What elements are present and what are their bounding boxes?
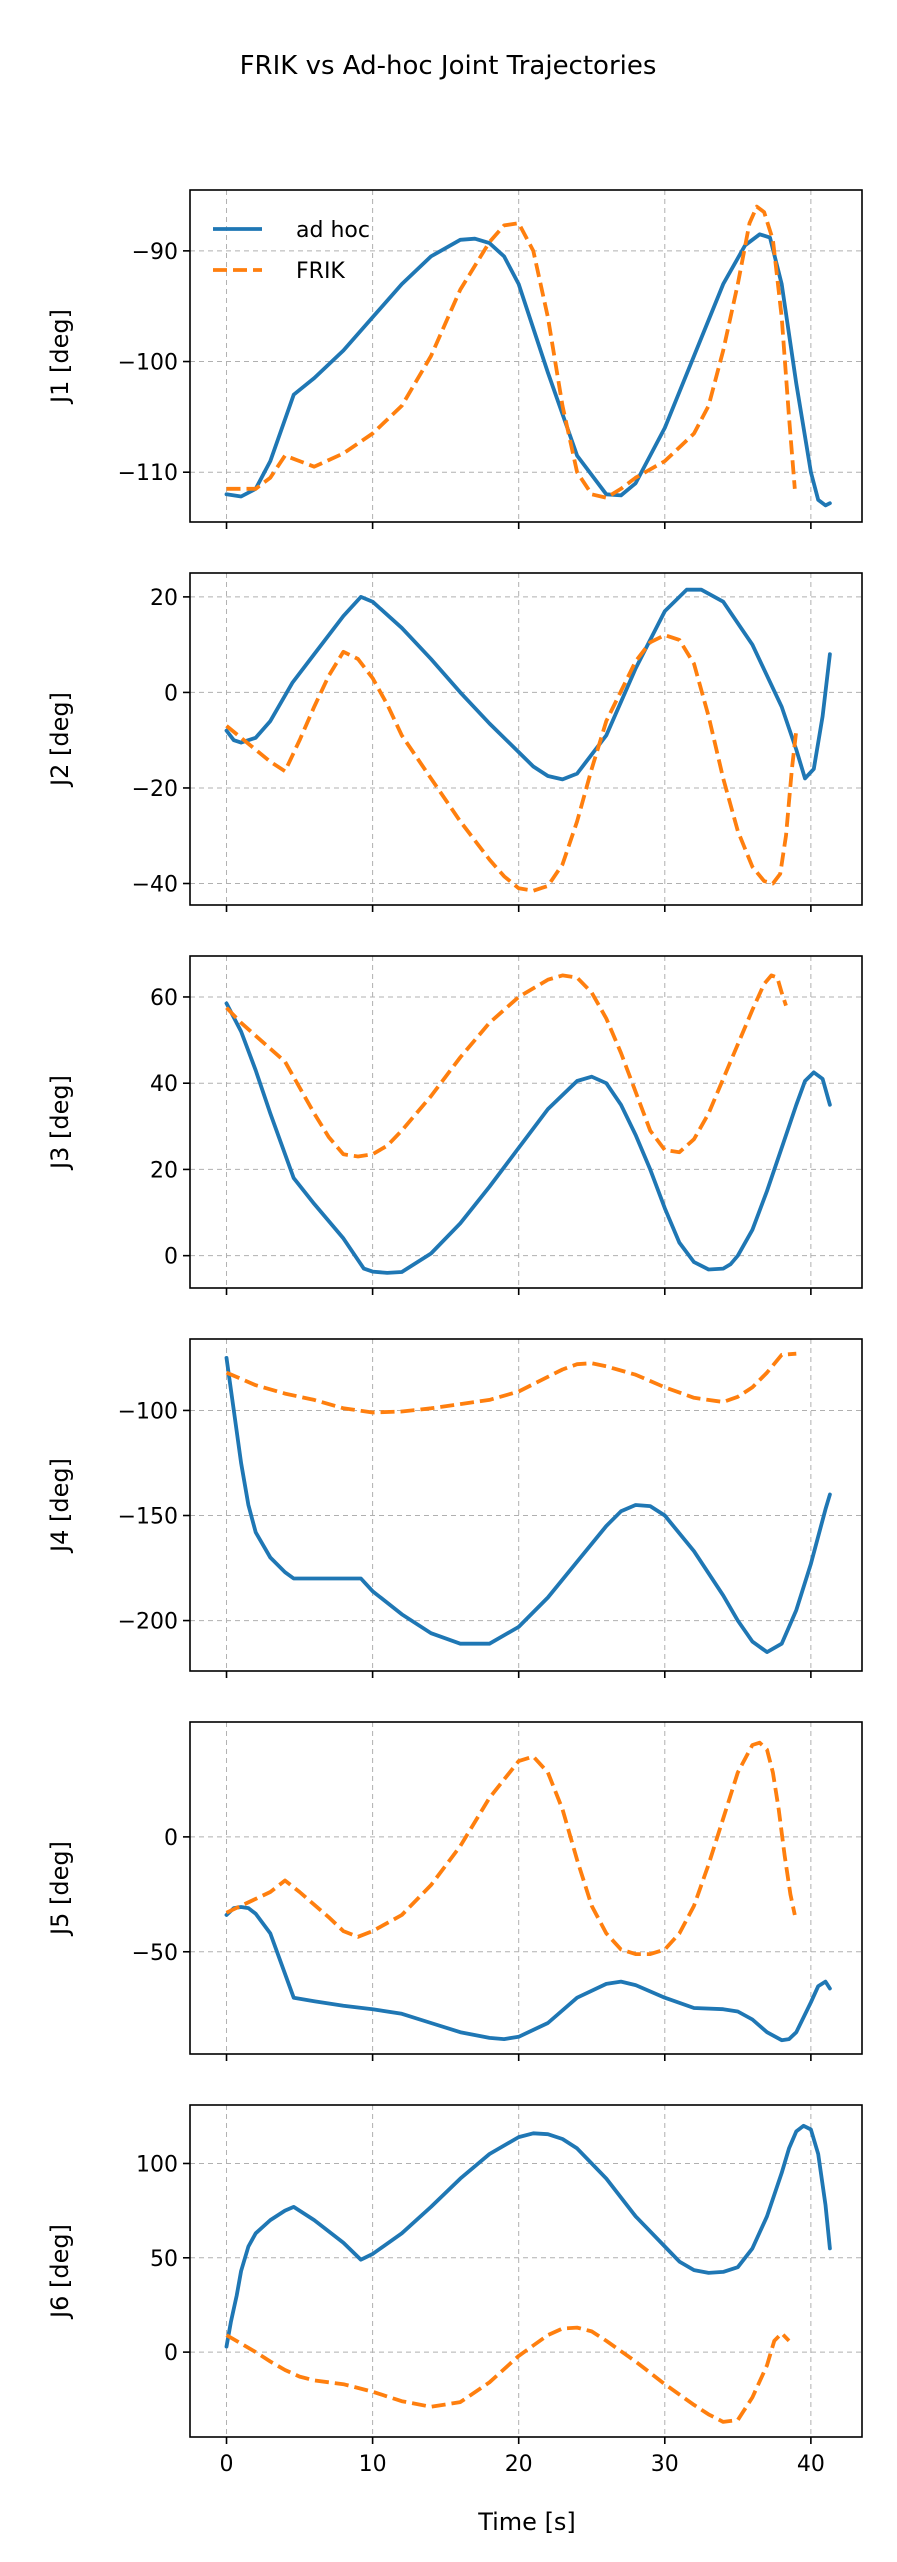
x-tick-label: 30 — [651, 2452, 679, 2477]
y-axis-label: J1 [deg] — [46, 309, 74, 405]
axes-frame — [189, 1338, 863, 1672]
y-tick-label: −40 — [132, 873, 178, 898]
subplot-j1: −110 −100 −90 J1 [deg] ad hoc FRIK — [46, 189, 863, 529]
y-axis-label: J5 [deg] — [46, 1841, 74, 1937]
x-axis-label: Time [s] — [477, 2508, 576, 2536]
axes-frame — [189, 955, 863, 1289]
y-tick-label: −150 — [118, 1505, 178, 1530]
y-tick-label: −20 — [132, 777, 178, 802]
y-tick-label: −100 — [118, 351, 178, 376]
y-tick-label: 0 — [164, 2341, 178, 2366]
figure-title: FRIK vs Ad-hoc Joint Trajectories — [240, 51, 657, 81]
y-axis-label: J2 [deg] — [46, 692, 74, 788]
y-tick-label: 100 — [136, 2152, 178, 2177]
y-axis-label: J6 [deg] — [46, 2224, 74, 2320]
y-tick-label: 0 — [164, 1826, 178, 1851]
y-tick-label: 60 — [150, 986, 178, 1011]
axes-frame — [189, 1721, 863, 2055]
y-tick-label: −200 — [118, 1610, 178, 1635]
y-tick-label: 50 — [150, 2247, 178, 2272]
series-line-frik — [225, 1351, 797, 1415]
y-axis-label: J3 [deg] — [46, 1075, 74, 1171]
y-tick-label: 40 — [150, 1072, 178, 1097]
y-tick-label: −90 — [132, 240, 178, 265]
y-tick-label: 20 — [150, 1158, 178, 1183]
series-line-ad-hoc — [224, 2123, 832, 2349]
axes-frame — [189, 572, 863, 906]
y-tick-label: 20 — [150, 586, 178, 611]
x-tick-label: 0 — [220, 2452, 234, 2477]
series-line-ad-hoc — [224, 1356, 832, 1654]
subplot-j3: 0 20 40 60 J3 [deg] — [46, 955, 863, 1295]
series-line-ad-hoc — [224, 587, 832, 782]
legend-label-frik: FRIK — [296, 259, 345, 284]
x-tick-label: 20 — [505, 2452, 533, 2477]
series-line-ad-hoc — [224, 1905, 832, 2043]
series-line-frik — [225, 2325, 791, 2424]
y-tick-label: −100 — [118, 1399, 178, 1424]
y-tick-label: 0 — [164, 1245, 178, 1270]
subplot-j5: −50 0 J5 [deg] — [46, 1721, 863, 2061]
series-line-frik — [225, 973, 788, 1159]
series-line-frik — [226, 204, 797, 500]
y-tick-label: 0 — [164, 681, 178, 706]
y-axis-label: J4 [deg] — [46, 1458, 74, 1554]
y-tick-label: −50 — [132, 1941, 178, 1966]
axes-frame — [189, 189, 863, 523]
legend-label-ad-hoc: ad hoc — [296, 218, 370, 243]
subplot-j6: 0 10 20 30 40 0 50 100 J6 [deg] — [46, 2104, 863, 2477]
axes-frame — [189, 2104, 863, 2438]
subplot-j2: −40 −20 0 20 J2 [deg] — [46, 572, 863, 912]
x-tick-label: 10 — [359, 2452, 387, 2477]
legend: ad hoc FRIK — [213, 218, 370, 284]
series-line-frik — [225, 1740, 797, 1956]
subplot-j4: −200 −150 −100 J4 [deg] — [46, 1338, 863, 1678]
x-tick-label: 40 — [797, 2452, 825, 2477]
y-tick-label: −110 — [118, 461, 178, 486]
series-line-ad-hoc — [224, 1001, 832, 1275]
